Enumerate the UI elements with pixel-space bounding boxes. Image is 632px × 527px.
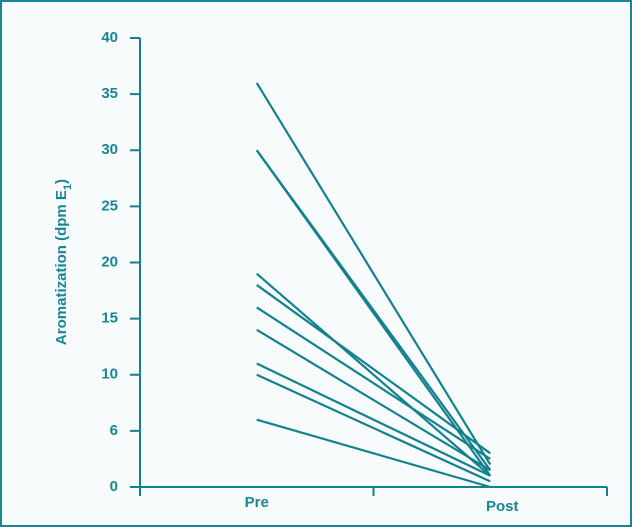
data-line xyxy=(256,306,491,460)
data-line xyxy=(256,272,491,477)
data-line xyxy=(256,418,491,489)
y-tick-label: 6 xyxy=(110,422,118,439)
y-tick-label: 20 xyxy=(101,253,118,270)
data-line xyxy=(256,328,491,472)
data-line xyxy=(255,149,492,477)
data-line xyxy=(256,362,491,477)
y-label-main: Aromatization (dpm E xyxy=(53,190,70,345)
y-label-sub: 1 xyxy=(62,184,74,190)
y-tick-label: 25 xyxy=(101,197,118,214)
y-tick-label: 0 xyxy=(110,478,118,495)
data-line xyxy=(256,284,491,455)
y-axis-label: Aromatization (dpm E1) xyxy=(53,179,74,345)
y-tick-label: 10 xyxy=(101,366,118,383)
y-tick-label: 35 xyxy=(101,85,118,102)
data-line xyxy=(256,373,491,483)
x-tick-label: Pre xyxy=(245,494,269,511)
x-tick-label: Post xyxy=(486,498,519,515)
y-tick-label: 15 xyxy=(101,310,118,327)
y-tick-label: 40 xyxy=(101,29,118,46)
y-label-end: ) xyxy=(53,179,70,184)
y-tick-label: 30 xyxy=(101,141,118,158)
data-line xyxy=(255,82,492,466)
